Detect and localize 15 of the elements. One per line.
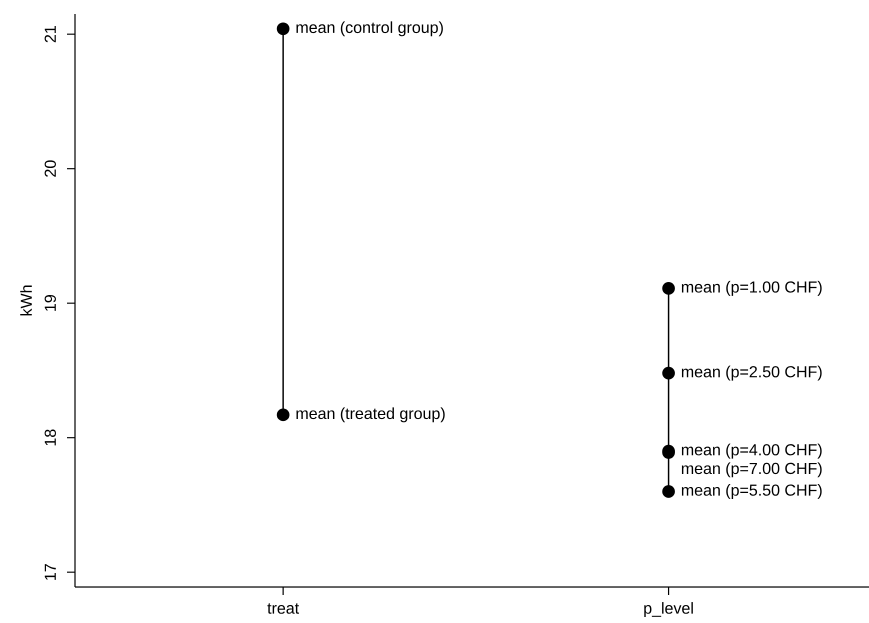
annotation: mean (control group) bbox=[296, 21, 443, 36]
y-tick-label: 20 bbox=[44, 160, 56, 177]
x-tick-label: p_level bbox=[644, 602, 693, 617]
x-tick-label: treat bbox=[267, 603, 300, 614]
annotation: mean (p=7.00 CHF) bbox=[682, 462, 822, 478]
annotation: mean (p=4.00 CHF) bbox=[682, 444, 822, 459]
y-tick-label: 19 bbox=[44, 295, 56, 311]
annotation: mean (p=1.00 CHF) bbox=[682, 280, 822, 296]
y-axis-title: kWh bbox=[20, 286, 32, 316]
y-tick-label: 18 bbox=[44, 429, 56, 446]
annotation: mean (p=5.50 CHF) bbox=[682, 484, 822, 499]
annotation: mean (p=2.50 CHF) bbox=[682, 366, 822, 381]
y-tick-label: 21 bbox=[44, 26, 56, 42]
annotation: mean (treated group) bbox=[296, 407, 445, 422]
y-tick-label: 17 bbox=[44, 564, 56, 580]
